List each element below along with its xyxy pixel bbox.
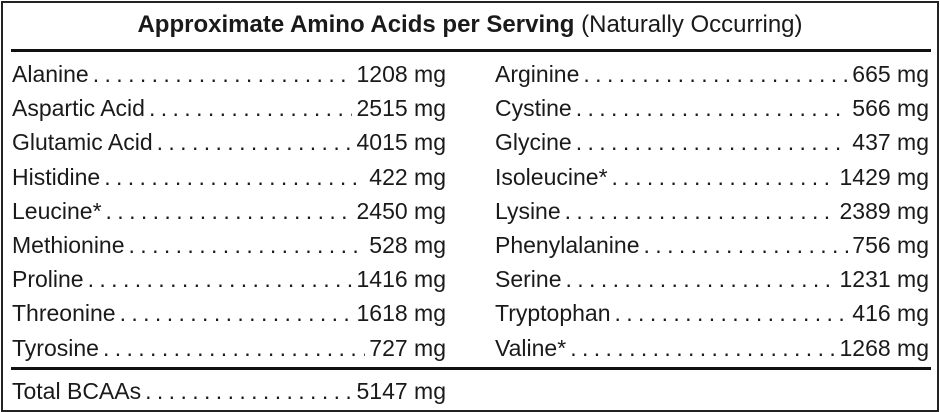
amino-acid-name: Leucine*	[12, 197, 102, 224]
dot-leader	[103, 331, 365, 365]
dot-leader	[644, 228, 849, 262]
amino-acid-name: Glycine	[495, 129, 572, 156]
dot-leader	[88, 262, 353, 296]
amino-acid-name: Cystine	[495, 95, 572, 122]
dot-leader	[145, 374, 352, 408]
dot-leader	[565, 194, 836, 228]
dot-leader	[565, 262, 835, 296]
amino-acid-name: Histidine	[12, 163, 101, 190]
amino-acid-amount: 1618 mg	[356, 300, 446, 327]
dot-leader	[570, 331, 835, 365]
dot-leader	[106, 194, 353, 228]
title-bold: Approximate Amino Acids per Serving	[137, 11, 575, 38]
amino-acid-amount: 756 mg	[852, 231, 929, 258]
dot-leader	[149, 91, 353, 125]
total-label: Total BCAAs	[12, 378, 142, 404]
amino-acid-name: Lysine	[495, 197, 561, 224]
amino-acid-row: Isoleucine* 1429 mg	[495, 160, 929, 194]
amino-acid-row: Cystine 566 mg	[495, 91, 929, 125]
amino-acid-row: Proline 1416 mg	[12, 262, 446, 296]
total-value: 5147 mg	[356, 378, 446, 404]
dot-leader	[104, 160, 365, 194]
dot-leader	[583, 57, 848, 91]
dot-leader	[576, 125, 849, 159]
amino-acid-row: Methionine 528 mg	[12, 228, 446, 262]
dot-leader	[576, 91, 849, 125]
amino-acid-amount: 2515 mg	[356, 95, 446, 122]
amino-acid-amount: 2450 mg	[356, 197, 446, 224]
amino-acid-name: Tryptophan	[495, 300, 611, 327]
amino-acid-name: Alanine	[12, 61, 89, 87]
amino-acid-name: Threonine	[12, 300, 116, 327]
amino-acid-name: Arginine	[495, 61, 580, 87]
total-row: Total BCAAs 5147 mg	[12, 374, 446, 408]
amino-acid-name: Tyrosine	[12, 334, 99, 361]
amino-acid-amount: 4015 mg	[356, 129, 446, 156]
amino-acid-amount: 1208 mg	[356, 61, 446, 87]
amino-acid-name: Valine*	[495, 334, 567, 361]
amino-acid-row: Serine 1231 mg	[495, 262, 929, 296]
amino-acid-name: Proline	[12, 266, 84, 293]
amino-acid-row: Alanine 1208 mg	[12, 57, 446, 91]
amino-acid-name: Glutamic Acid	[12, 129, 153, 156]
amino-acid-row: Threonine 1618 mg	[12, 296, 446, 330]
amino-acid-amount: 1231 mg	[839, 266, 929, 293]
amino-acid-amount: 416 mg	[852, 300, 929, 327]
amino-acid-row: Histidine 422 mg	[12, 160, 446, 194]
title-subtitle: (Naturally Occurring)	[581, 11, 803, 38]
amino-acid-amount: 422 mg	[369, 163, 446, 190]
amino-acid-name: Methionine	[12, 231, 125, 258]
amino-acid-amount: 665 mg	[852, 61, 929, 87]
amino-acid-amount: 437 mg	[852, 129, 929, 156]
header-divider	[11, 49, 931, 52]
amino-acid-row: Tryptophan 416 mg	[495, 296, 929, 330]
amino-acid-amount: 727 mg	[369, 334, 446, 361]
dot-leader	[612, 160, 836, 194]
amino-acid-row: Arginine 665 mg	[495, 57, 929, 91]
left-column: Alanine 1208 mg Aspartic Acid 2515 mg Glutam…	[12, 57, 446, 365]
amino-acid-row: Tyrosine 727 mg	[12, 331, 446, 365]
dot-leader	[129, 228, 366, 262]
total-divider	[11, 367, 931, 370]
amino-acid-amount: 1416 mg	[356, 266, 446, 293]
amino-acid-row: Leucine* 2450 mg	[12, 194, 446, 228]
amino-acid-amount: 2389 mg	[839, 197, 929, 224]
amino-acid-row: Lysine 2389 mg	[495, 194, 929, 228]
dot-leader	[120, 296, 353, 330]
amino-acid-row: Aspartic Acid 2515 mg	[12, 91, 446, 125]
amino-acid-name: Aspartic Acid	[12, 95, 145, 122]
amino-acid-amount: 566 mg	[852, 95, 929, 122]
amino-acid-name: Isoleucine*	[495, 163, 608, 190]
dot-leader	[93, 57, 353, 91]
amino-acid-row: Phenylalanine 756 mg	[495, 228, 929, 262]
dot-leader	[157, 125, 353, 159]
amino-acid-amount: 1429 mg	[839, 163, 929, 190]
amino-acid-row: Glycine 437 mg	[495, 125, 929, 159]
amino-acid-row: Valine* 1268 mg	[495, 331, 929, 365]
dot-leader	[615, 296, 849, 330]
amino-acid-amount: 1268 mg	[839, 334, 929, 361]
amino-acid-name: Phenylalanine	[495, 231, 640, 258]
amino-acid-name: Serine	[495, 266, 562, 293]
panel-title: Approximate Amino Acids per Serving (Nat…	[3, 9, 937, 41]
amino-acid-row: Glutamic Acid 4015 mg	[12, 125, 446, 159]
right-column: Arginine 665 mg Cystine 566 mg Glycine 437 mg…	[495, 57, 929, 365]
amino-acid-amount: 528 mg	[369, 231, 446, 258]
